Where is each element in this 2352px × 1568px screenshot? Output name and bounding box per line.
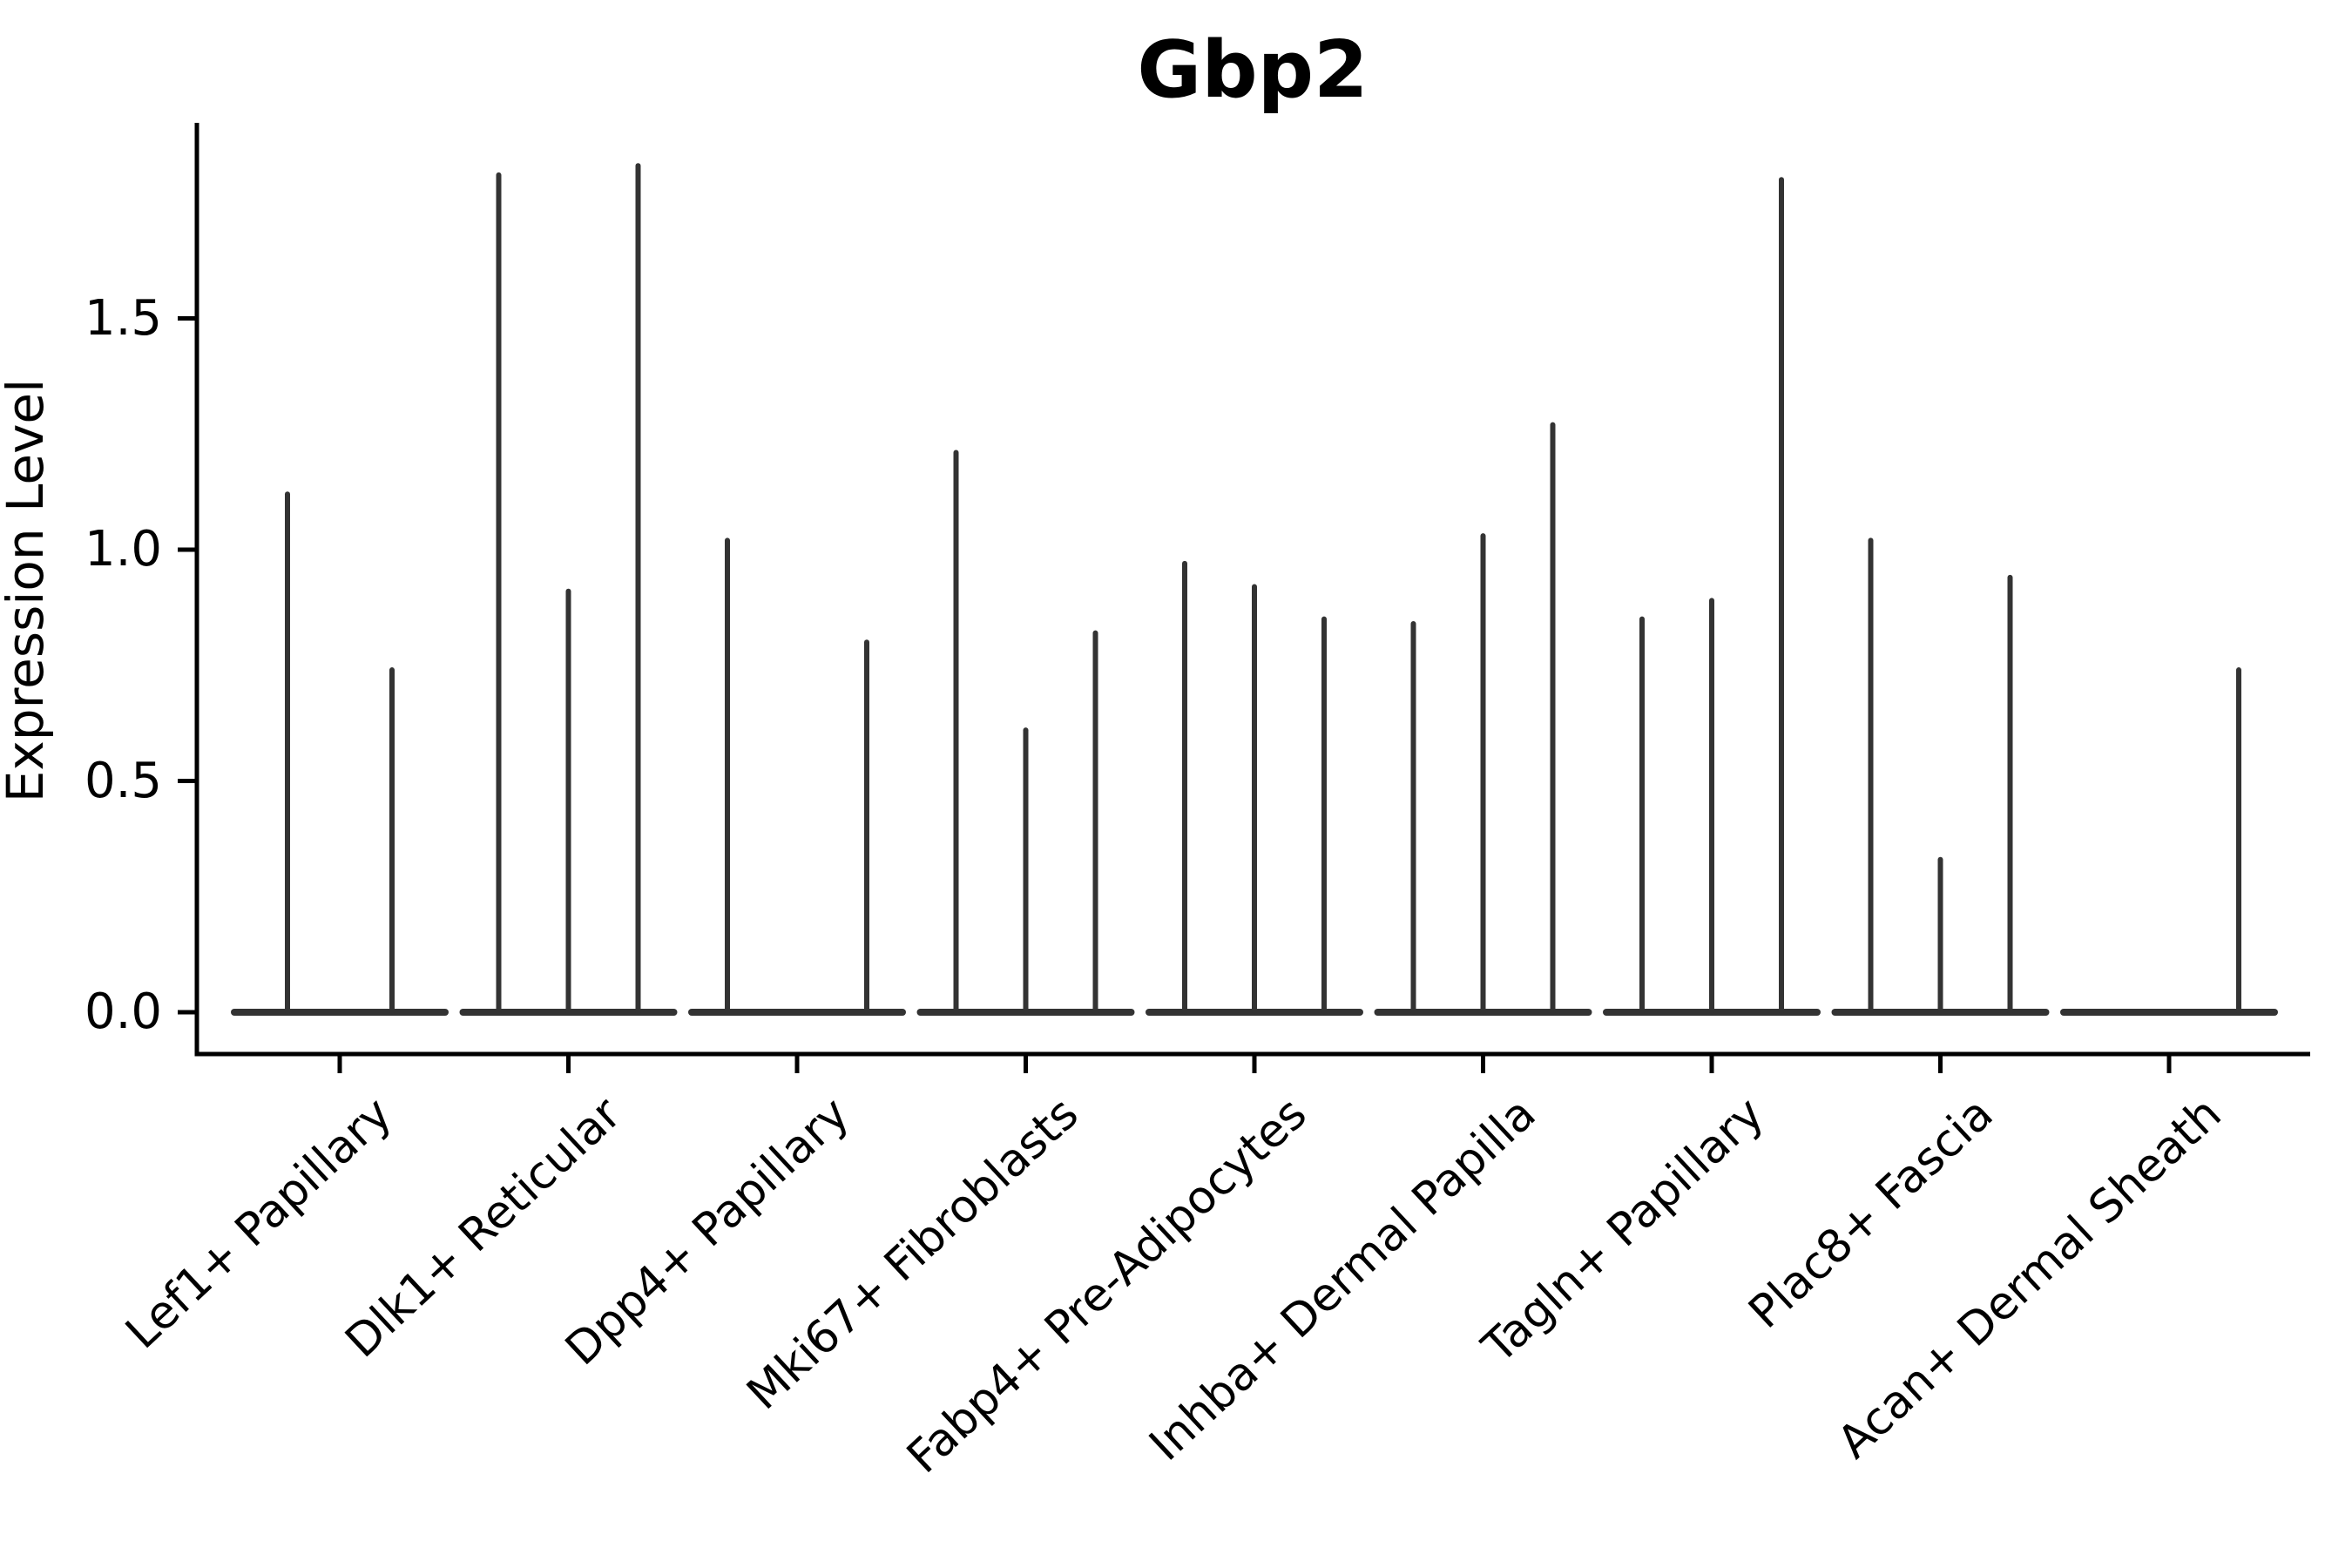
axes: [178, 123, 2310, 1073]
violin-group-8: [2060, 667, 2278, 1016]
y-tick-label-0.0: 0.0: [84, 983, 162, 1040]
violin-group-7: [1831, 537, 2050, 1016]
chart-title: Gbp2: [1137, 24, 1369, 116]
violins: [231, 163, 2278, 1016]
violin-group-0: [231, 491, 449, 1016]
y-tick-label-1.5: 1.5: [84, 290, 162, 347]
violin-group-1: [459, 163, 678, 1016]
violin-group-6: [1603, 177, 1821, 1016]
violin-group-2: [688, 537, 906, 1016]
y-tick-label-0.5: 0.5: [84, 753, 162, 809]
y-tick-label-1.0: 1.0: [84, 521, 162, 578]
violin-group-3: [916, 449, 1135, 1016]
violin-group-5: [1374, 422, 1592, 1016]
violin-group-4: [1146, 560, 1363, 1016]
